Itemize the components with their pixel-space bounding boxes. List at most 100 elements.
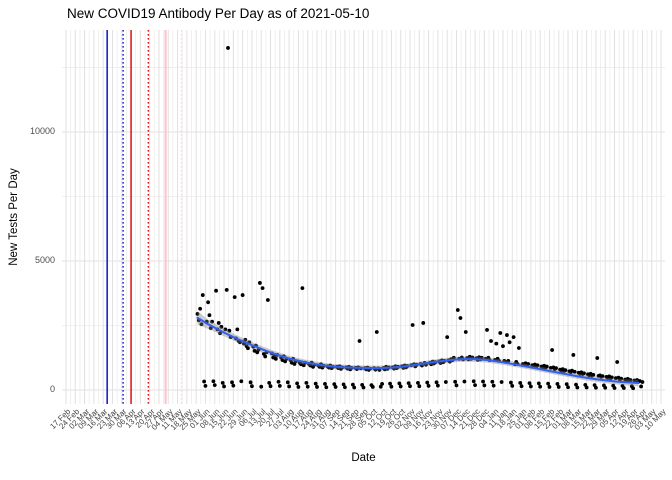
data-point [603,385,608,390]
data-point [556,385,561,389]
data-point [219,324,224,329]
data-point [619,376,624,381]
data-point [374,330,379,334]
data-point [206,300,211,305]
data-point [501,344,505,349]
y-axis-ticks: 0 5000 10000 [0,0,62,480]
data-point [631,386,636,391]
data-point [226,46,230,50]
data-point [563,368,568,373]
data-point [285,380,290,385]
data-point [416,380,420,385]
data-point [510,384,515,388]
data-point [232,295,237,300]
data-point [287,384,292,389]
data-point [406,381,411,385]
data-point [195,312,200,316]
data-point [481,379,485,384]
data-point [417,384,422,389]
data-point [398,384,403,389]
data-point [352,385,357,390]
data-point [227,328,232,333]
data-point [389,384,394,389]
data-point [214,288,218,293]
data-point [550,348,554,352]
data-point [216,321,221,325]
data-point [595,356,600,360]
data-point [243,337,248,342]
data-point [490,379,495,384]
data-point [265,298,270,302]
plot-panel [62,30,665,404]
data-point [397,381,402,386]
data-point [612,386,617,390]
data-point [491,383,496,388]
data-point [615,360,620,364]
data-point [462,379,467,384]
data-point [574,382,578,387]
data-point [357,339,362,343]
data-point [224,288,229,292]
data-point [210,319,214,324]
data-point [546,381,551,386]
data-point [267,380,272,385]
data-point [425,380,430,385]
data-point [640,380,645,384]
data-point [268,384,273,389]
data-point [526,362,531,366]
data-point [584,385,589,390]
data-point [240,293,245,297]
data-point [458,316,463,320]
data-point [494,341,499,346]
data-point [628,378,633,382]
data-point [315,385,319,389]
data-point [378,384,383,389]
data-point [235,327,240,332]
data-point [304,380,309,385]
data-point [300,286,305,291]
data-point [571,353,576,357]
data-point [341,382,346,387]
plot-svg [62,30,665,404]
data-point [202,379,207,384]
data-point [273,356,278,361]
chart-title: New COVID19 Antibody Per Day as of 2021-… [67,6,370,21]
y-tick-label: 0 [49,384,55,395]
data-point [435,383,440,388]
x-axis-title: Date [351,452,376,464]
data-point [443,380,448,384]
data-point [544,364,549,369]
data-point [528,384,533,389]
data-point [361,385,366,390]
data-point [485,328,489,332]
data-point [566,385,570,390]
data-point [231,383,236,388]
data-point [246,346,250,351]
data-point [239,379,244,384]
data-point [203,384,208,388]
data-point [259,384,264,389]
data-point [333,385,338,389]
data-point [506,359,511,363]
data-point [421,321,426,325]
data-point [509,380,513,385]
data-point [455,308,460,312]
smooth-line [196,316,640,385]
data-point [600,374,605,379]
data-point [471,379,476,384]
data-point [207,313,212,318]
data-point [200,293,205,297]
data-point [454,383,459,388]
data-point [507,340,512,345]
data-point [218,331,222,336]
data-point [518,380,523,385]
data-point [575,385,580,390]
data-point [295,381,299,386]
data-point [260,286,265,291]
data-point [258,281,262,285]
data-point [527,381,532,385]
data-point [434,380,439,385]
data-point [332,382,337,387]
data-point [498,331,503,335]
data-point [499,380,504,384]
